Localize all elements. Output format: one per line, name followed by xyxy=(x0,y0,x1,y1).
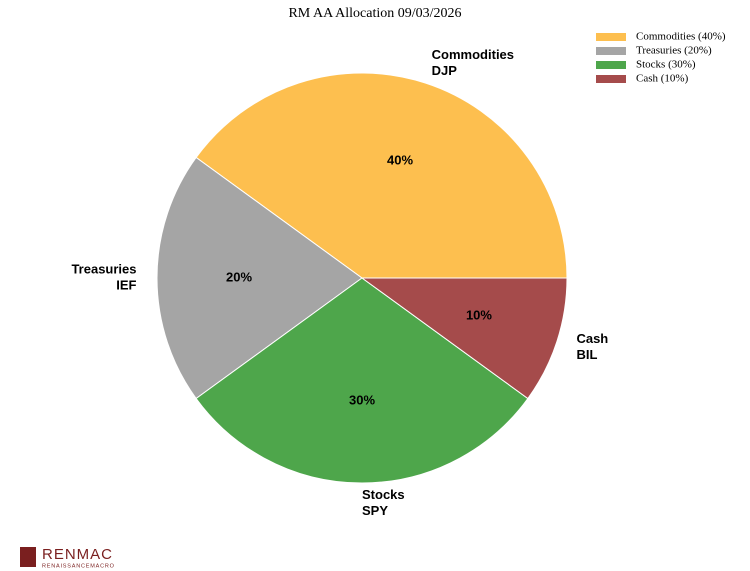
slice-percent: 10% xyxy=(466,307,492,322)
legend-swatch xyxy=(596,61,626,69)
logo-icon xyxy=(20,547,36,567)
pie-slice xyxy=(195,72,568,279)
slice-label: Stocks xyxy=(362,487,405,502)
slice-percent: 20% xyxy=(226,269,252,284)
legend-label: Treasuries (20%) xyxy=(636,45,712,57)
chart-title: RM AA Allocation 09/03/2026 xyxy=(288,6,461,21)
legend-swatch xyxy=(596,33,626,41)
slice-label: Treasuries xyxy=(71,261,136,276)
pie-slice xyxy=(156,156,363,400)
slice-ticker: BIL xyxy=(576,347,597,362)
legend-label: Stocks (30%) xyxy=(636,59,696,71)
logo-text: RENMAC xyxy=(42,546,113,563)
slice-ticker: SPY xyxy=(362,503,388,518)
slice-percent: 30% xyxy=(349,392,375,407)
slice-label: Cash xyxy=(576,331,608,346)
logo-subtext: RENAISSANCEMACRO xyxy=(42,563,115,569)
slice-percent: 40% xyxy=(387,152,413,167)
legend-label: Commodities (40%) xyxy=(636,31,726,43)
pie-slice xyxy=(195,277,529,484)
slice-label: Commodities xyxy=(432,47,514,62)
logo: RENMAC RENAISSANCEMACRO xyxy=(20,546,115,569)
legend-swatch xyxy=(596,47,626,55)
slice-ticker: DJP xyxy=(432,63,458,78)
slice-ticker: IEF xyxy=(116,277,136,292)
legend-swatch xyxy=(596,75,626,83)
legend-label: Cash (10%) xyxy=(636,73,689,85)
pie-slice xyxy=(360,277,568,400)
